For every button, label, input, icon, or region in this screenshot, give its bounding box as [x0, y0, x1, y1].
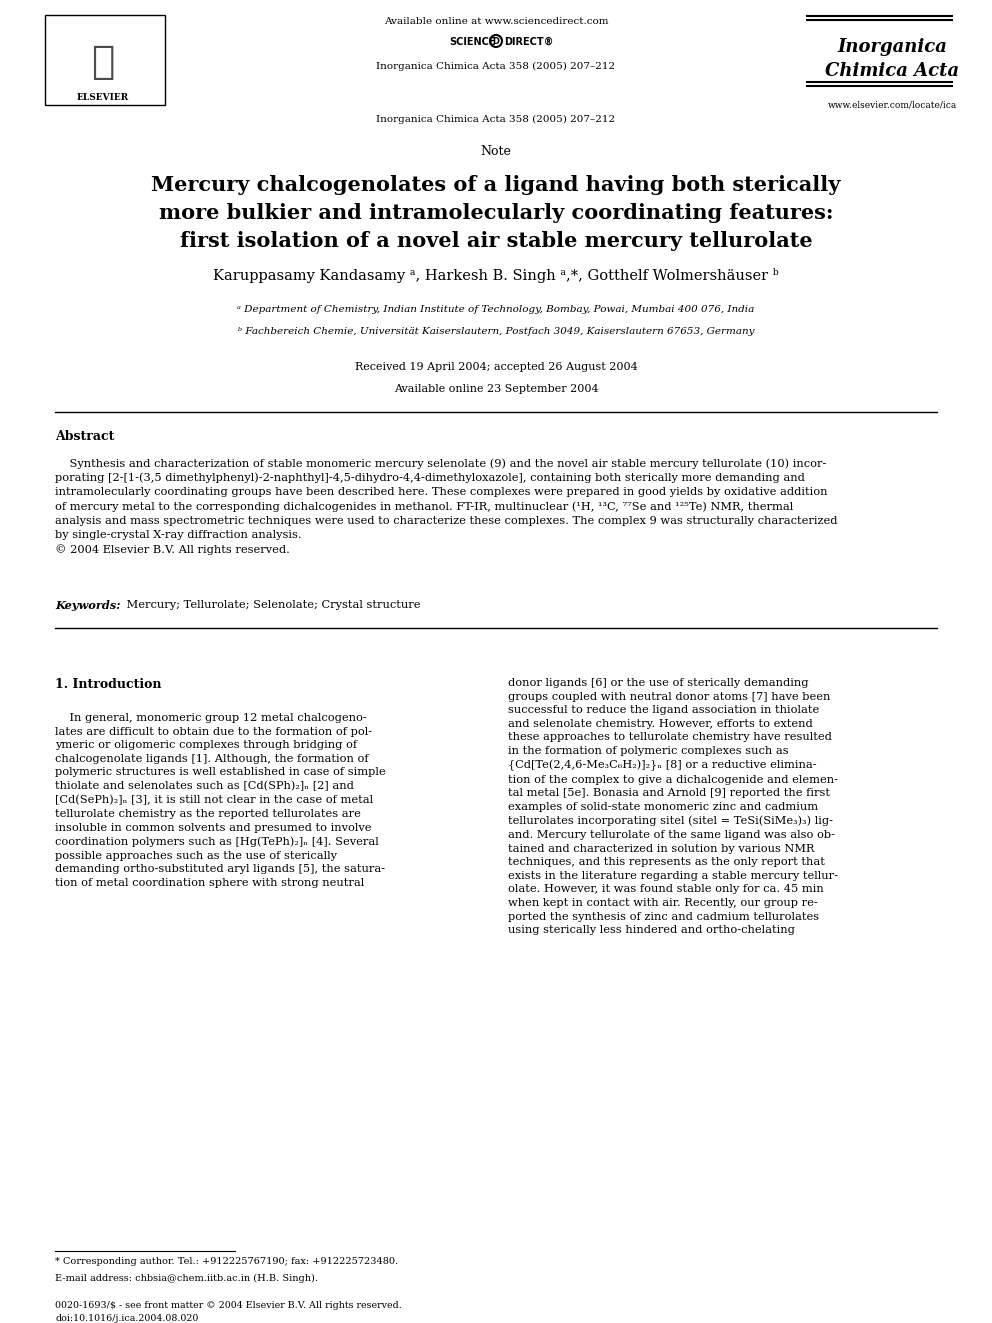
- Text: doi:10.1016/j.ica.2004.08.020: doi:10.1016/j.ica.2004.08.020: [55, 1314, 198, 1323]
- Text: DIRECT®: DIRECT®: [504, 37, 554, 48]
- Text: Synthesis and characterization of stable monomeric mercury selenolate (9) and th: Synthesis and characterization of stable…: [55, 458, 837, 556]
- Text: donor ligands [6] or the use of sterically demanding
groups coupled with neutral: donor ligands [6] or the use of sterical…: [509, 677, 838, 935]
- Text: ELSEVIER: ELSEVIER: [77, 94, 129, 102]
- Text: E-mail address: chbsia@chem.iitb.ac.in (H.B. Singh).: E-mail address: chbsia@chem.iitb.ac.in (…: [55, 1274, 318, 1283]
- Text: ᵇ Fachbereich Chemie, Universität Kaiserslautern, Postfach 3049, Kaiserslautern : ᵇ Fachbereich Chemie, Universität Kaiser…: [238, 327, 754, 336]
- Text: 1. Introduction: 1. Introduction: [55, 677, 162, 691]
- Text: D: D: [492, 37, 500, 45]
- Text: first isolation of a novel air stable mercury tellurolate: first isolation of a novel air stable me…: [180, 232, 812, 251]
- Text: Available online at www.sciencedirect.com: Available online at www.sciencedirect.co…: [384, 17, 608, 26]
- Text: Available online 23 September 2004: Available online 23 September 2004: [394, 384, 598, 394]
- Text: Note: Note: [480, 146, 512, 157]
- Text: Inorganica: Inorganica: [837, 38, 947, 56]
- Text: Inorganica Chimica Acta 358 (2005) 207–212: Inorganica Chimica Acta 358 (2005) 207–2…: [376, 62, 616, 71]
- Text: www.elsevier.com/locate/ica: www.elsevier.com/locate/ica: [827, 101, 956, 108]
- Text: 0020-1693/$ - see front matter © 2004 Elsevier B.V. All rights reserved.: 0020-1693/$ - see front matter © 2004 El…: [55, 1301, 402, 1310]
- Text: Mercury chalcogenolates of a ligand having both sterically: Mercury chalcogenolates of a ligand havi…: [152, 175, 840, 194]
- Text: SCIENCE: SCIENCE: [449, 37, 496, 48]
- Text: more bulkier and intramolecularly coordinating features:: more bulkier and intramolecularly coordi…: [159, 202, 833, 224]
- Text: 🌳: 🌳: [91, 44, 115, 81]
- Text: ᵃ Department of Chemistry, Indian Institute of Technology, Bombay, Powai, Mumbai: ᵃ Department of Chemistry, Indian Instit…: [237, 306, 755, 314]
- Text: Chimica Acta: Chimica Acta: [825, 62, 959, 79]
- Text: In general, monomeric group 12 metal chalcogeno-
lates are difficult to obtain d: In general, monomeric group 12 metal cha…: [55, 713, 386, 888]
- Text: Keywords:: Keywords:: [55, 601, 120, 611]
- Text: Karuppasamy Kandasamy ᵃ, Harkesh B. Singh ᵃ,*, Gotthelf Wolmershäuser ᵇ: Karuppasamy Kandasamy ᵃ, Harkesh B. Sing…: [213, 269, 779, 283]
- Text: Mercury; Tellurolate; Selenolate; Crystal structure: Mercury; Tellurolate; Selenolate; Crysta…: [123, 601, 421, 610]
- Text: Inorganica Chimica Acta 358 (2005) 207–212: Inorganica Chimica Acta 358 (2005) 207–2…: [376, 115, 616, 124]
- Text: Received 19 April 2004; accepted 26 August 2004: Received 19 April 2004; accepted 26 Augu…: [354, 363, 638, 372]
- Text: Abstract: Abstract: [55, 430, 114, 443]
- Text: * Corresponding author. Tel.: +912225767190; fax: +912225723480.: * Corresponding author. Tel.: +912225767…: [55, 1257, 398, 1266]
